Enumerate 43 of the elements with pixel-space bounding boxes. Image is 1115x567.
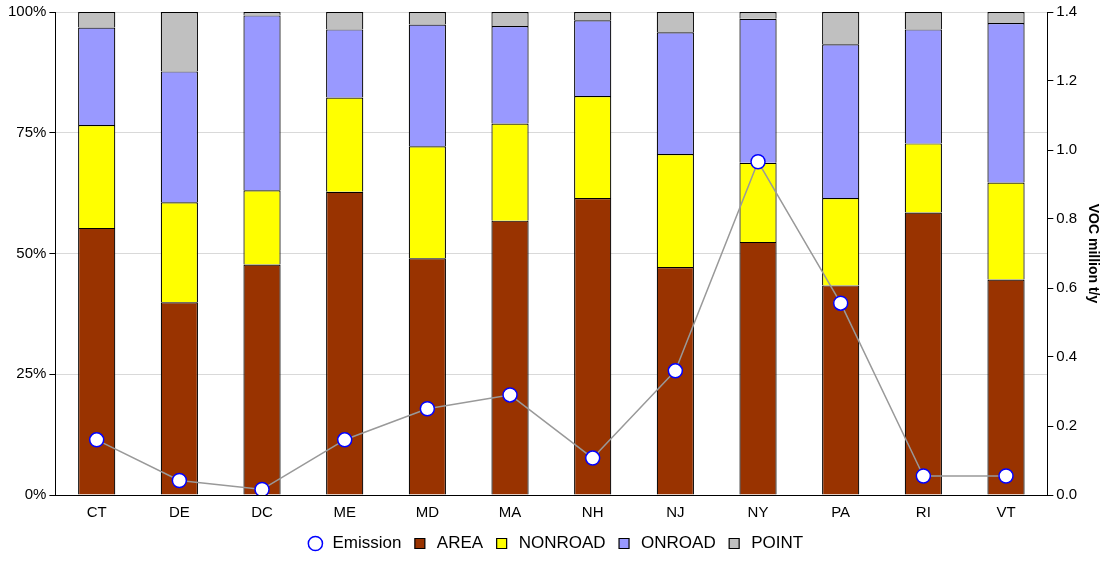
point <box>254 481 270 495</box>
point <box>502 387 518 403</box>
x-tick-label: DC <box>251 503 274 521</box>
point <box>336 432 353 448</box>
y2-axis-title: VOC million t/y <box>1085 203 1102 304</box>
x-tick-label: MA <box>498 503 522 521</box>
y2-tick-label: 0.6 <box>1056 278 1078 296</box>
x-tick-label: CT <box>86 503 107 521</box>
legend-label: ONROAD <box>641 533 716 553</box>
x-tick-label: ME <box>333 503 356 521</box>
x-tick-label: VT <box>996 503 1016 521</box>
point <box>667 363 684 379</box>
point <box>750 153 766 170</box>
y-tick-label: 75% <box>16 122 47 140</box>
point <box>584 450 601 466</box>
y2-tick-label: 1.4 <box>1056 2 1078 20</box>
legend-label: Emission <box>332 533 402 553</box>
x-tick-label: NH <box>581 503 604 521</box>
y2-tick-label: 0.0 <box>1056 485 1078 503</box>
point <box>832 295 849 311</box>
point <box>171 472 188 489</box>
y-tick-label: 25% <box>16 364 47 382</box>
point <box>88 432 105 448</box>
y-tick-label: 0% <box>24 485 47 503</box>
x-tick-label: PA <box>831 503 851 521</box>
y2-tick-label: 0.4 <box>1056 347 1078 365</box>
x-tick-label: NJ <box>666 503 685 521</box>
point <box>998 468 1014 484</box>
x-tick-label: NY <box>747 503 769 521</box>
y-tick-label: 50% <box>16 243 47 261</box>
legend-label: POINT <box>751 533 804 553</box>
y-tick-label: 100% <box>7 2 47 20</box>
point <box>419 401 436 417</box>
legend-label: AREA <box>436 533 484 553</box>
x-tick-label: MD <box>415 503 440 521</box>
y2-tick-label: 0.8 <box>1056 209 1078 227</box>
y2-tick-label: 1.2 <box>1056 71 1078 89</box>
point <box>915 468 932 484</box>
y2-tick-label: 0.2 <box>1056 416 1078 434</box>
legend-label: NONROAD <box>518 533 606 553</box>
y2-tick-label: 1.0 <box>1056 140 1078 158</box>
x-tick-label: DE <box>168 503 190 521</box>
x-tick-label: RI <box>915 503 931 521</box>
